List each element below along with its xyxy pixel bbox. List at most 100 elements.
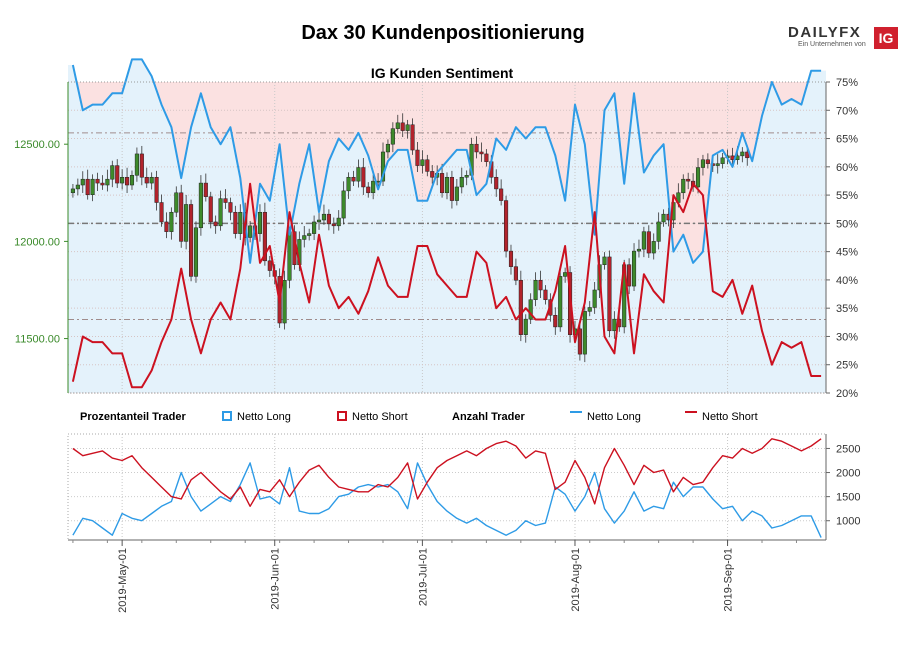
- candle-body: [410, 124, 415, 151]
- candle-body: [425, 159, 430, 172]
- candle: [474, 136, 479, 159]
- candle: [139, 145, 144, 186]
- candle-body: [553, 315, 558, 328]
- candle: [336, 210, 341, 231]
- candle: [538, 270, 543, 298]
- candle-body: [715, 163, 720, 166]
- candle-body: [563, 272, 568, 277]
- candle-body: [479, 151, 484, 155]
- candle: [366, 182, 371, 198]
- right-tick-label: 65%: [836, 134, 858, 146]
- candle: [513, 258, 518, 286]
- candle-body: [125, 176, 130, 186]
- candle: [341, 181, 346, 225]
- candle: [75, 178, 80, 196]
- candle-body: [582, 311, 587, 355]
- candle: [356, 159, 361, 188]
- left-tick-label: 11500.00: [15, 334, 60, 346]
- candle: [307, 228, 312, 241]
- left-tick-label: 12500.00: [14, 139, 60, 151]
- candle-body: [321, 213, 326, 221]
- sub-right-tick-label: 2500: [836, 443, 860, 455]
- candle: [321, 204, 326, 225]
- candle: [100, 175, 105, 190]
- candle-body: [228, 202, 233, 213]
- candle-body: [400, 122, 405, 131]
- candle: [425, 154, 430, 177]
- candle: [695, 158, 701, 194]
- candle: [543, 285, 548, 305]
- legend-pct-long: Netto Long: [237, 411, 291, 423]
- candle: [115, 159, 120, 188]
- right-tick-label: 35%: [836, 303, 858, 315]
- sub-frame: [67, 433, 827, 541]
- candle-body: [430, 171, 435, 178]
- candle: [110, 160, 115, 188]
- candle-body: [184, 204, 189, 242]
- candle-body: [208, 196, 213, 223]
- candle-body: [120, 176, 125, 184]
- candle: [159, 194, 164, 227]
- logo-brand-b: FX: [839, 24, 862, 41]
- candle-body: [371, 180, 376, 194]
- sub-right-tick-label: 1500: [836, 492, 860, 504]
- candle: [267, 255, 272, 277]
- candle: [740, 147, 745, 163]
- left-tick-label: 12000.00: [14, 236, 60, 248]
- candle: [686, 172, 691, 190]
- candle-body: [405, 124, 410, 131]
- right-tick-label: 20%: [836, 388, 858, 400]
- candle-body: [262, 211, 267, 262]
- candle-body: [695, 167, 701, 188]
- candle-body: [612, 318, 617, 332]
- candle-body: [223, 198, 228, 203]
- right-tick-label: 50%: [836, 218, 858, 230]
- candle: [371, 174, 376, 200]
- right-tick-label: 55%: [836, 190, 858, 202]
- candle-body: [90, 178, 95, 195]
- right-tick-label: 60%: [836, 162, 858, 174]
- candle-body: [80, 178, 85, 186]
- count-long-line: [72, 462, 822, 538]
- candle-body: [129, 175, 135, 186]
- legend-pct-short: Netto Short: [352, 411, 408, 423]
- candle: [326, 209, 331, 231]
- candle-body: [356, 167, 361, 182]
- x-tick-label: 2019-Jul-01: [417, 548, 429, 606]
- candle: [705, 153, 710, 169]
- candle: [208, 191, 213, 229]
- candle: [144, 167, 149, 188]
- candle: [553, 307, 558, 335]
- candle-body: [198, 182, 203, 229]
- right-tick-label: 75%: [836, 77, 858, 89]
- candle-body: [346, 176, 351, 192]
- candle-body: [420, 159, 425, 166]
- candle-body: [651, 241, 656, 254]
- candle: [681, 174, 686, 200]
- candle-body: [454, 186, 459, 201]
- candle: [70, 184, 75, 198]
- legend-pct-long-swatch: [222, 411, 232, 421]
- candle-body: [440, 173, 445, 194]
- candle-body: [85, 178, 90, 195]
- candle-body: [139, 153, 144, 178]
- candle-body: [351, 176, 356, 182]
- candle-body: [636, 248, 642, 252]
- candle: [720, 152, 725, 169]
- candle-body: [213, 221, 218, 227]
- candle-body: [312, 221, 317, 234]
- candle: [174, 186, 179, 218]
- candle: [390, 122, 395, 153]
- candle-body: [110, 165, 115, 180]
- long-area: [68, 59, 826, 394]
- long-pct-line: [71, 58, 822, 264]
- candle: [331, 217, 336, 234]
- candle-body: [474, 143, 479, 153]
- candle: [385, 139, 390, 159]
- candle-body: [523, 318, 528, 335]
- candle-body: [385, 143, 390, 153]
- candle-body: [100, 182, 105, 186]
- candle: [612, 311, 617, 339]
- candle-body: [282, 280, 287, 324]
- main-frame: [67, 81, 827, 394]
